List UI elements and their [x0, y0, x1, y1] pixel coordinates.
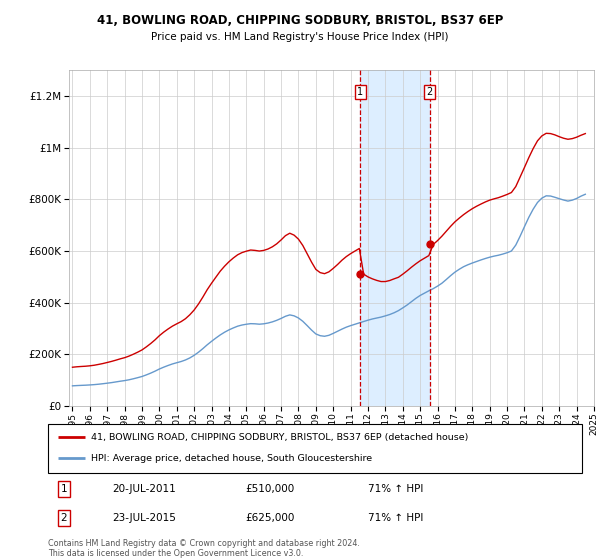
Text: 41, BOWLING ROAD, CHIPPING SODBURY, BRISTOL, BS37 6EP (detached house): 41, BOWLING ROAD, CHIPPING SODBURY, BRIS…: [91, 433, 468, 442]
Text: Price paid vs. HM Land Registry's House Price Index (HPI): Price paid vs. HM Land Registry's House …: [151, 32, 449, 43]
Text: HPI: Average price, detached house, South Gloucestershire: HPI: Average price, detached house, Sout…: [91, 454, 372, 463]
Text: 71% ↑ HPI: 71% ↑ HPI: [368, 514, 424, 524]
Text: 2: 2: [61, 514, 67, 524]
Text: £625,000: £625,000: [245, 514, 295, 524]
Bar: [360, 70, 430, 406]
Text: 2: 2: [427, 87, 433, 97]
Text: 1: 1: [357, 87, 363, 97]
FancyBboxPatch shape: [48, 424, 582, 473]
Text: 23-JUL-2015: 23-JUL-2015: [112, 514, 176, 524]
Text: Contains HM Land Registry data © Crown copyright and database right 2024.
This d: Contains HM Land Registry data © Crown c…: [48, 539, 360, 558]
Text: 71% ↑ HPI: 71% ↑ HPI: [368, 484, 424, 494]
Text: £510,000: £510,000: [245, 484, 295, 494]
Text: 1: 1: [61, 484, 67, 494]
Text: 41, BOWLING ROAD, CHIPPING SODBURY, BRISTOL, BS37 6EP: 41, BOWLING ROAD, CHIPPING SODBURY, BRIS…: [97, 14, 503, 27]
Text: 20-JUL-2011: 20-JUL-2011: [112, 484, 176, 494]
